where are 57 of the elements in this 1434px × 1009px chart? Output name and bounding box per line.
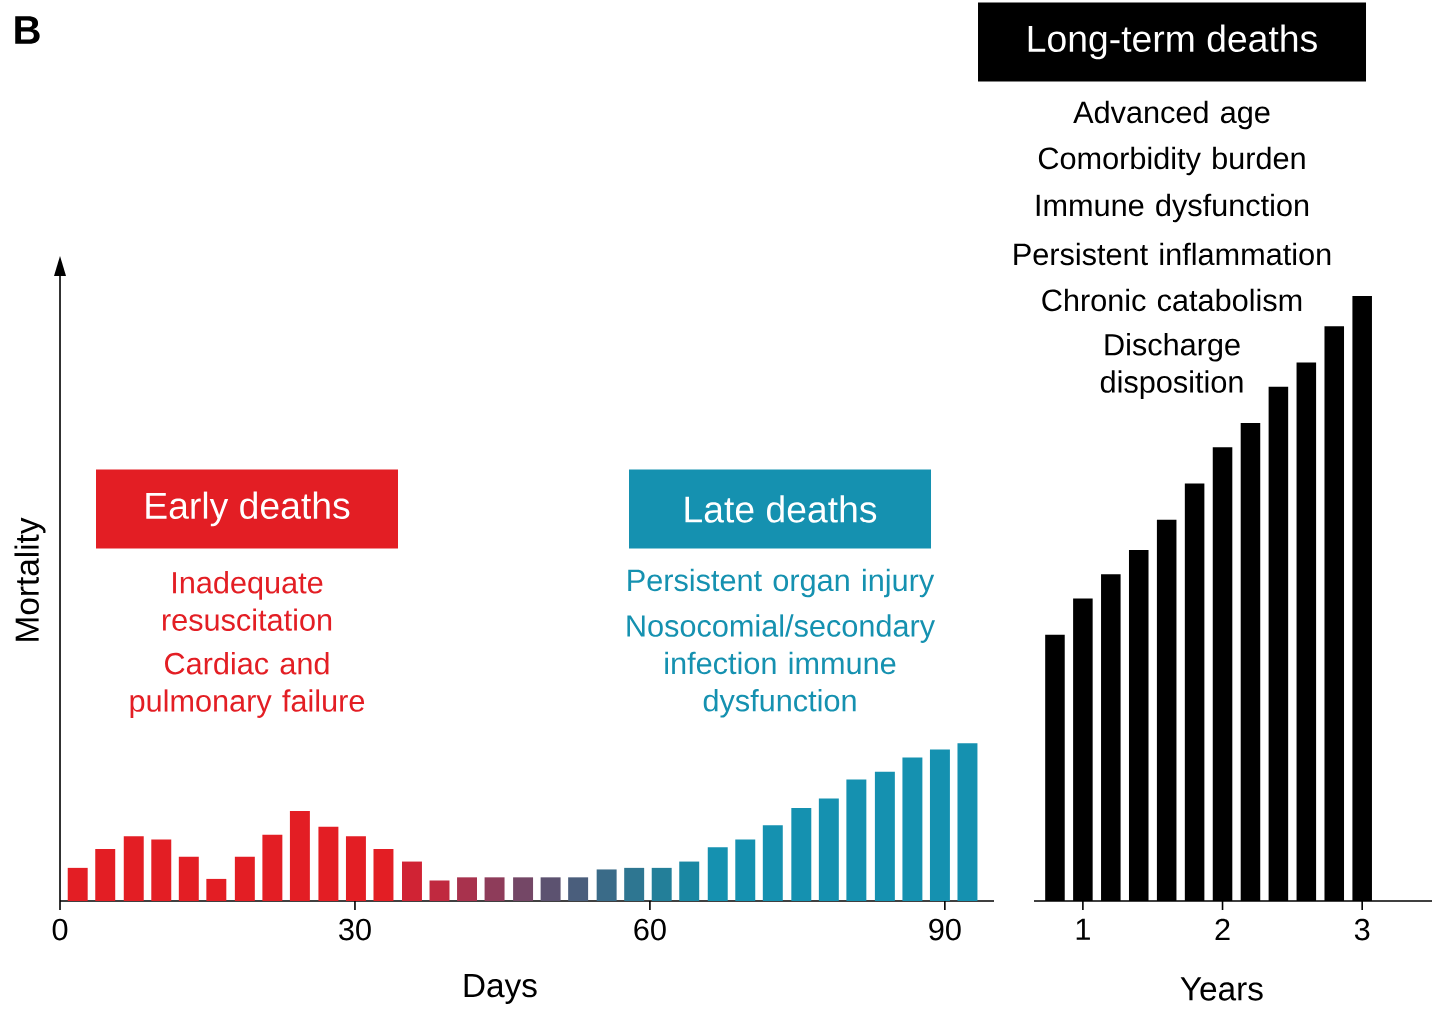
x-tick-label: 60 — [634, 918, 666, 941]
bar — [178, 856, 199, 901]
text: B — [15, 16, 40, 44]
bar — [624, 867, 645, 901]
x-tick-label: 30 — [339, 918, 371, 941]
text: Advanced age — [1073, 100, 1270, 130]
x-tick-label: 2 — [1215, 918, 1230, 941]
x-axis-title: Years — [1180, 977, 1263, 1001]
bar — [791, 807, 812, 901]
text: Nosocomial/secondary infection immune dysfunction — [627, 614, 936, 718]
bar — [735, 839, 756, 901]
text: Persistent inflammation — [1014, 242, 1331, 266]
text: Late deaths — [685, 495, 877, 523]
bar — [484, 877, 505, 901]
text: Persistent organ injury — [628, 568, 935, 598]
text: Early deaths — [146, 491, 350, 527]
x-tick-label: 3 — [1354, 918, 1370, 941]
bar — [846, 779, 867, 901]
x-axis-title: Days — [464, 974, 537, 1004]
bar — [762, 825, 783, 901]
bar — [929, 749, 950, 901]
x-tick-label: 0 — [52, 918, 68, 941]
bar — [957, 743, 978, 901]
bar — [206, 878, 227, 901]
bar — [373, 848, 394, 901]
bar — [513, 877, 534, 901]
text: Long-term deaths — [1028, 24, 1317, 60]
bar — [402, 861, 422, 901]
text: Cardiac and pulmonary failure — [130, 652, 365, 718]
text: Comorbidity burden — [1038, 146, 1305, 176]
bar — [123, 836, 144, 901]
bar — [234, 856, 255, 901]
x-tick-label: 90 — [929, 918, 961, 941]
x-tick-label: 1 — [1076, 918, 1090, 940]
bar — [67, 867, 88, 901]
bar — [429, 880, 450, 901]
text: Inadequate resuscitation — [162, 571, 332, 631]
annotation: Chronic catabolism — [1042, 288, 1302, 312]
bar — [95, 848, 116, 901]
bar — [345, 836, 366, 901]
bar — [457, 877, 478, 901]
bar — [151, 839, 172, 901]
bar — [318, 826, 339, 901]
bar — [902, 757, 923, 901]
bar — [679, 861, 700, 901]
bar — [289, 811, 310, 901]
bar — [568, 877, 589, 901]
y-axis-title: Mortality — [14, 517, 46, 641]
bar — [262, 834, 283, 901]
bar — [874, 771, 895, 901]
bar — [818, 798, 839, 901]
bar — [540, 877, 561, 901]
bar — [707, 847, 728, 901]
text: Immune dysfunction — [1036, 193, 1309, 223]
bar — [651, 867, 672, 901]
annotation: Discharge disposition — [1100, 333, 1243, 399]
bar — [596, 869, 617, 901]
